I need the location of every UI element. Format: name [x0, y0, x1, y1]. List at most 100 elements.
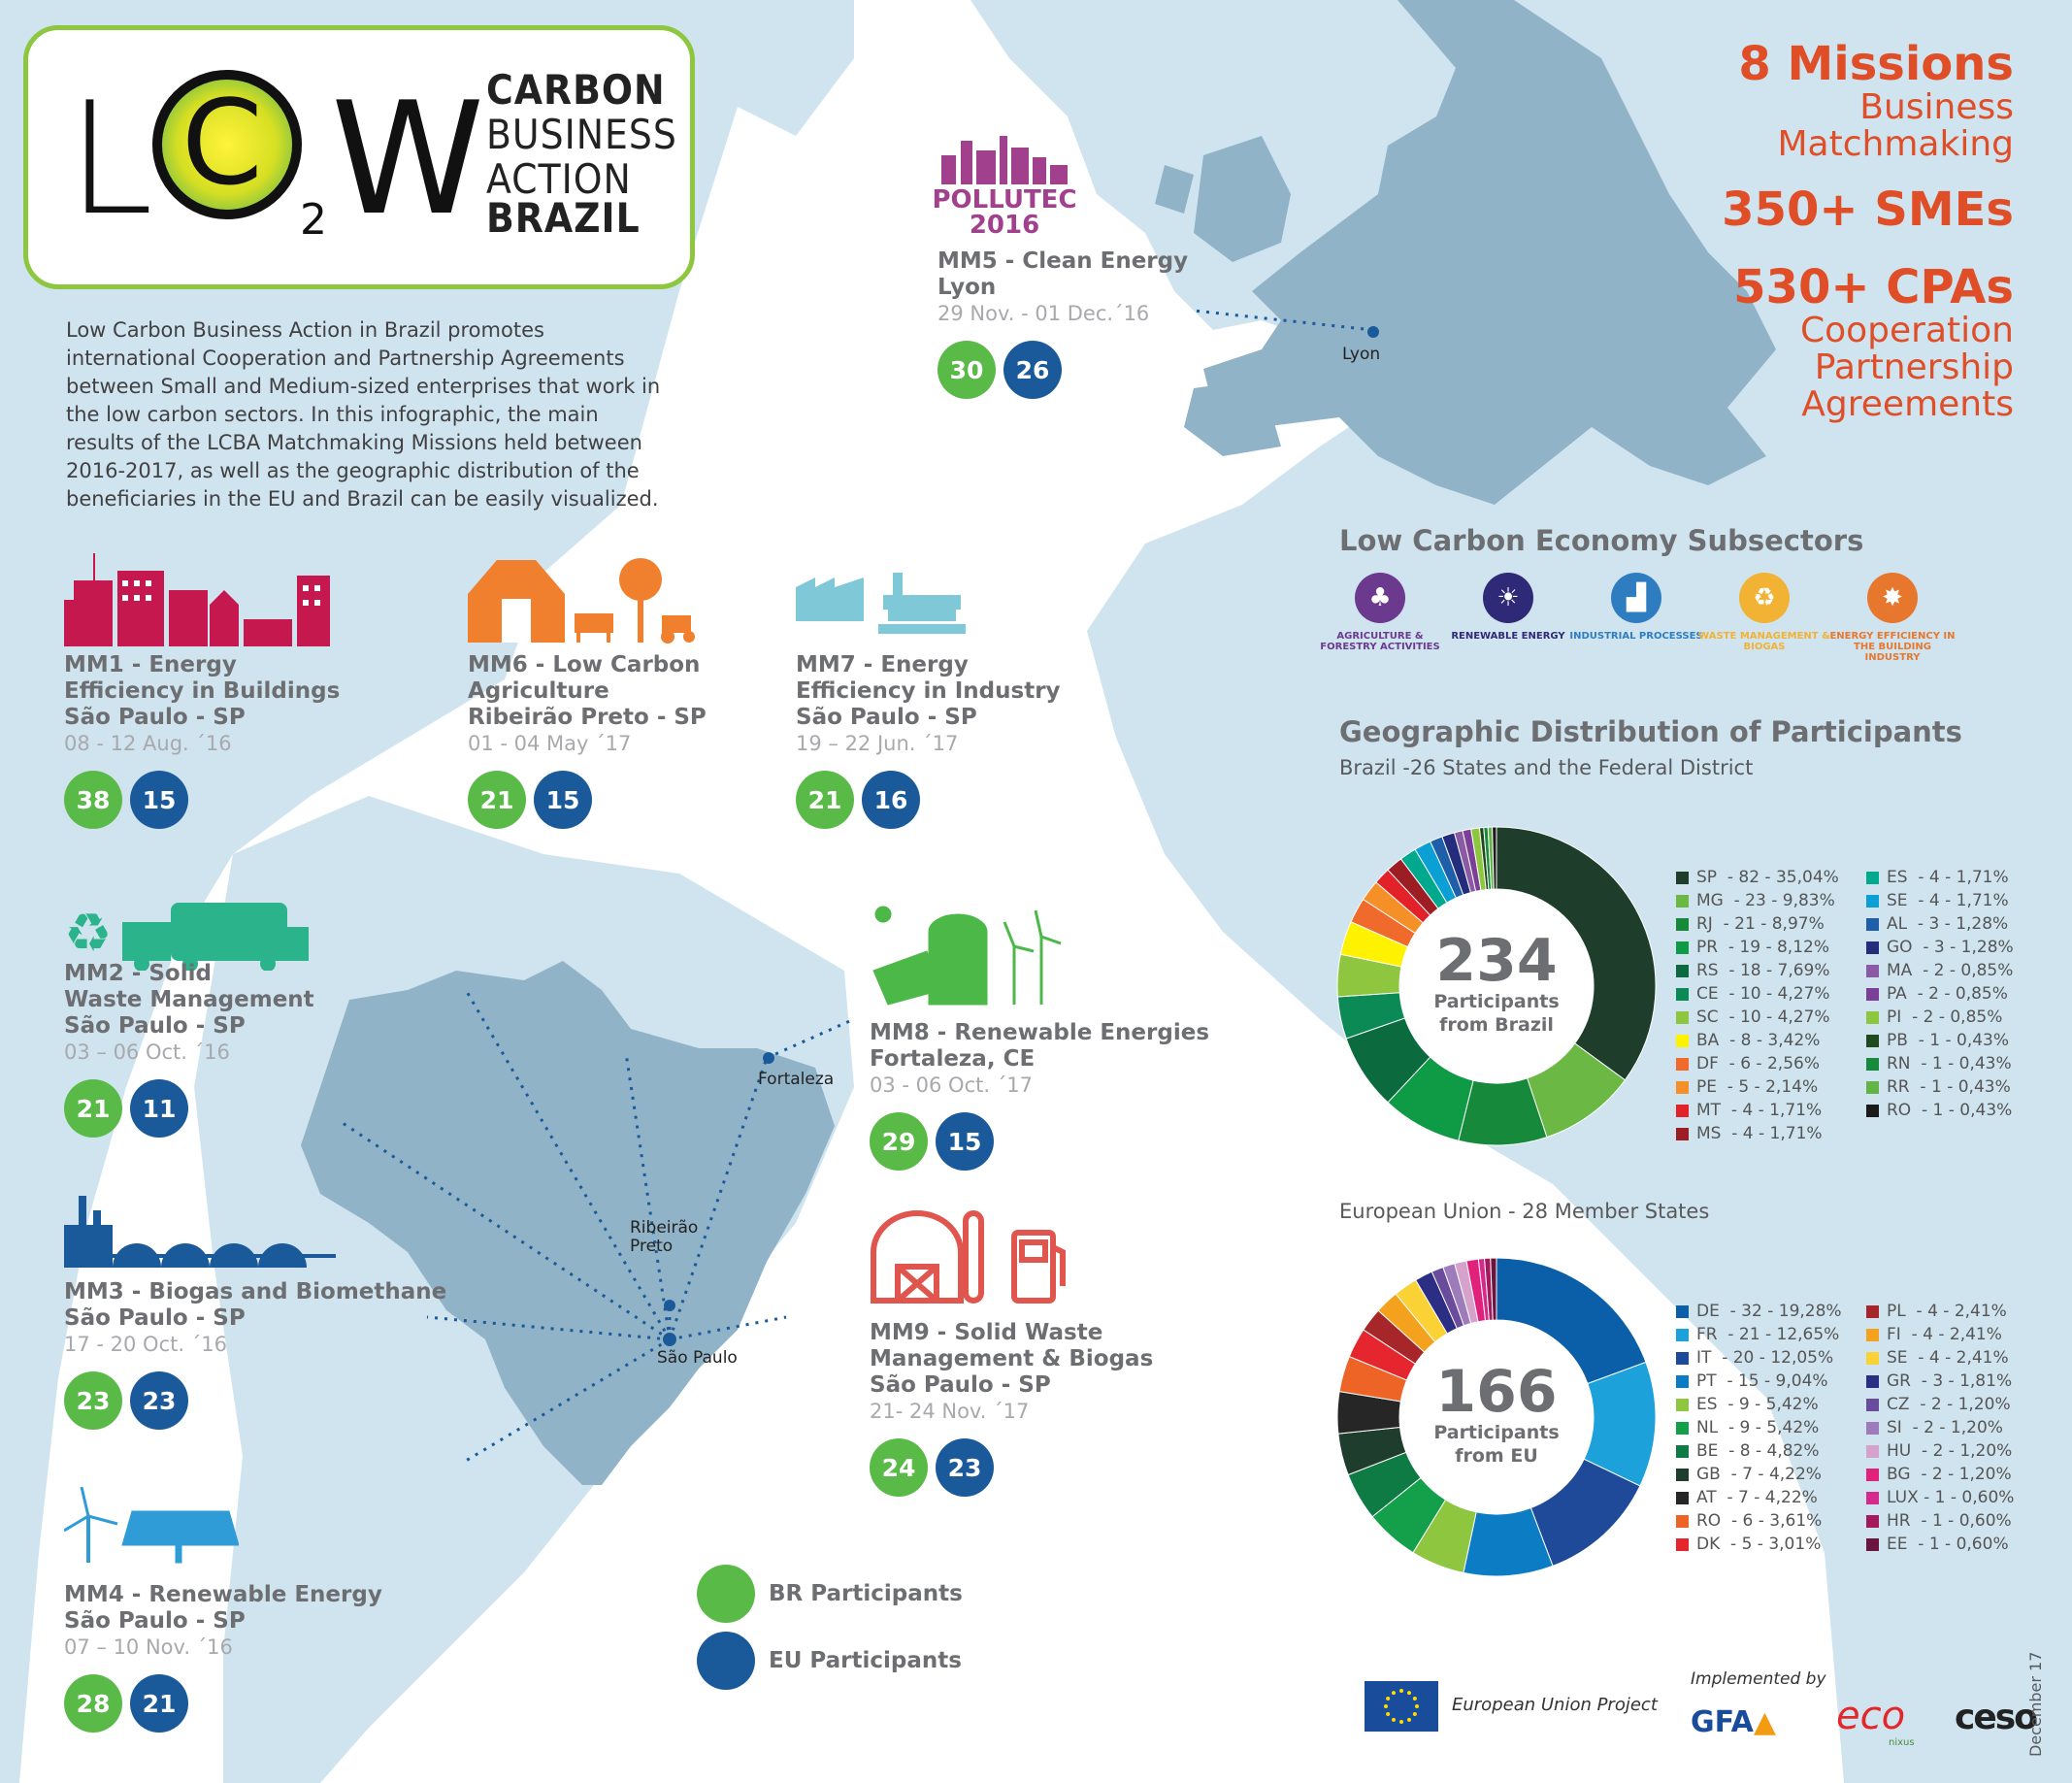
logo-tagline-brazil: BRAZIL	[486, 194, 641, 242]
ceso-logo: ceso	[1955, 1698, 2038, 1737]
mission-title: MM7 - Energy Efficiency in Industry São …	[796, 652, 1061, 730]
logo-subscript: 2	[300, 195, 327, 242]
legend-row-at: AT - 7 - 4,22%	[1676, 1486, 1818, 1509]
legend-text: PA - 2 - 0,85%	[1887, 984, 2008, 1004]
brazil-subtitle: Brazil -26 States and the Federal Distri…	[1339, 756, 1754, 779]
city-label-ribeirao-preto: Ribeirão Preto	[630, 1218, 699, 1256]
legend-row-rj: RJ - 21 - 8,97%	[1676, 912, 1825, 936]
mission-date: 07 – 10 Nov. ´16	[64, 1635, 233, 1659]
brazil-center-label: Participants from Brazil	[1433, 991, 1560, 1036]
legend-swatch	[1676, 1444, 1689, 1458]
logo-tagline-business: BUSINESS	[486, 111, 677, 158]
legend-swatch	[1866, 871, 1879, 884]
legend-text: EE - 1 - 0,60%	[1887, 1535, 2009, 1554]
farm-icon	[468, 558, 695, 644]
legend-text: SC - 10 - 4,27%	[1696, 1007, 1830, 1027]
br-participants-badge: 21	[468, 771, 526, 829]
legend-eu: EU Participants	[697, 1632, 962, 1690]
mission-title: MM5 - Clean Energy Lyon	[937, 248, 1189, 300]
gfa-logo: GFA▲	[1691, 1705, 1776, 1739]
city-label-sao-paulo: São Paulo	[657, 1348, 738, 1368]
gfa-triangle-icon: ▲	[1753, 1705, 1776, 1739]
legend-swatch	[1676, 871, 1689, 884]
legend-row-lux: LUX - 1 - 0,60%	[1866, 1486, 2014, 1509]
eu-donut-chart	[1336, 1257, 1657, 1577]
cpas-count: 530+ CPAs	[1733, 260, 2014, 314]
cpas-subtitle-1: Cooperation	[1799, 311, 2014, 350]
gfa-text: GFA	[1691, 1705, 1754, 1739]
logo-tagline-carbon: CARBON	[486, 66, 666, 114]
subsector-3: ♻ WASTE MANAGEMENT & BIOGAS	[1696, 573, 1832, 652]
eu-flag-icon	[1365, 1681, 1438, 1732]
recycle-icon: ♻	[1739, 573, 1790, 623]
legend-swatch	[1676, 1104, 1689, 1117]
legend-swatch	[1866, 1491, 1879, 1504]
bulb-efficiency-icon: ✸	[1867, 573, 1918, 623]
biogas-plant-icon	[64, 1196, 336, 1268]
missions-count: 8 Missions	[1738, 37, 2014, 91]
legend-row-sp: SP - 82 - 35,04%	[1676, 866, 1839, 889]
legend-row-mt: MT - 4 - 1,71%	[1676, 1099, 1822, 1122]
legend-text: SE - 4 - 2,41%	[1887, 1348, 2009, 1368]
legend-swatch	[1866, 1104, 1879, 1117]
mission-date: 01 - 04 May ´17	[468, 732, 632, 755]
mission-title: MM2 - Solid Waste Management São Paulo -…	[64, 961, 314, 1039]
eu-participants-badge: 23	[130, 1371, 188, 1430]
legend-text: AT - 7 - 4,22%	[1696, 1488, 1818, 1507]
date-vertical-wrap: December 17	[2026, 1592, 2046, 1766]
connection-arrows	[339, 309, 1374, 1463]
date-vertical: December 17	[2026, 1651, 2045, 1757]
legend-text: NL - 9 - 5,42%	[1696, 1418, 1820, 1437]
legend-row-be: BE - 8 - 4,82%	[1676, 1439, 1820, 1463]
eu-color-dot	[697, 1632, 755, 1690]
mission-mm4: MM4 - Renewable Energy São Paulo - SP 07…	[64, 1582, 382, 1733]
mission-mm3: MM3 - Biogas and Biomethane São Paulo - …	[64, 1279, 446, 1430]
legend-row-pi: PI - 2 - 0,85%	[1866, 1006, 2002, 1029]
eu-participants-badge: 26	[1003, 341, 1062, 399]
legend-swatch	[1676, 1491, 1689, 1504]
legend-swatch	[1866, 1304, 1879, 1318]
legend-swatch	[1866, 1328, 1879, 1341]
barn-fuel-icon	[871, 1210, 1066, 1304]
legend-text: GO - 3 - 1,28%	[1887, 938, 2014, 957]
legend-row-hu: HU - 2 - 1,20%	[1866, 1439, 2012, 1463]
legend-text: FI - 4 - 2,41%	[1887, 1325, 2002, 1344]
legend-row-gr: GR - 3 - 1,81%	[1866, 1370, 2012, 1393]
legend-row-de: DE - 32 - 19,28%	[1676, 1300, 1842, 1323]
mission-title: MM1 - Energy Efficiency in Buildings São…	[64, 652, 341, 730]
legend-swatch	[1866, 1421, 1879, 1435]
mission-mm2: MM2 - Solid Waste Management São Paulo -…	[64, 961, 314, 1138]
legend-swatch	[1676, 1468, 1689, 1481]
legend-row-ba: BA - 8 - 3,42%	[1676, 1029, 1820, 1052]
logo-letter-l: L	[67, 68, 153, 242]
legend-swatch	[1676, 1514, 1689, 1528]
legend-swatch	[1866, 941, 1879, 954]
subsector-2: ▟ INDUSTRIAL PROCESSES	[1568, 573, 1704, 642]
legend-text: GR - 3 - 1,81%	[1887, 1371, 2013, 1391]
legend-swatch	[1676, 894, 1689, 908]
mission-title: MM9 - Solid Waste Management & Biogas Sã…	[870, 1320, 1154, 1398]
solar-farm-icon	[872, 906, 1062, 1006]
brazil-center: 234 Participants from Brazil	[1399, 932, 1594, 1037]
legend-row-hr: HR - 1 - 0,60%	[1866, 1509, 2012, 1533]
legend-text: IT - 20 - 12,05%	[1696, 1348, 1834, 1368]
subsector-4: ✸ ENERGY EFFICIENCY IN THE BUILDING INDUS…	[1825, 573, 1960, 663]
legend-text: DE - 32 - 19,28%	[1696, 1302, 1842, 1321]
legend-text: RS - 18 - 7,69%	[1696, 961, 1830, 980]
geo-title: Geographic Distribution of Participants	[1339, 715, 1962, 748]
br-participants-badge: 30	[937, 341, 996, 399]
mission-date: 21- 24 Nov. ´17	[870, 1400, 1030, 1423]
legend-swatch	[1676, 1010, 1689, 1024]
legend-row-pa: PA - 2 - 0,85%	[1866, 982, 2008, 1006]
legend-row-pb: PB - 1 - 0,43%	[1866, 1029, 2009, 1052]
legend-text: ES - 9 - 5,42%	[1696, 1395, 1819, 1414]
europe-map	[1155, 0, 1776, 505]
legend-text: RJ - 21 - 8,97%	[1696, 914, 1825, 934]
mission-mm5: MM5 - Clean Energy Lyon 29 Nov. - 01 Dec…	[937, 248, 1188, 399]
factory-icon	[796, 573, 966, 634]
subsector-label: WASTE MANAGEMENT & BIOGAS	[1698, 631, 1830, 652]
legend-row-gb: GB - 7 - 4,22%	[1676, 1463, 1822, 1486]
eco-nixus-label: nixus	[1889, 1737, 1915, 1748]
tree-icon: ♣	[1355, 573, 1405, 623]
subsector-label: AGRICULTURE & FORESTRY ACTIVITIES	[1320, 631, 1440, 652]
